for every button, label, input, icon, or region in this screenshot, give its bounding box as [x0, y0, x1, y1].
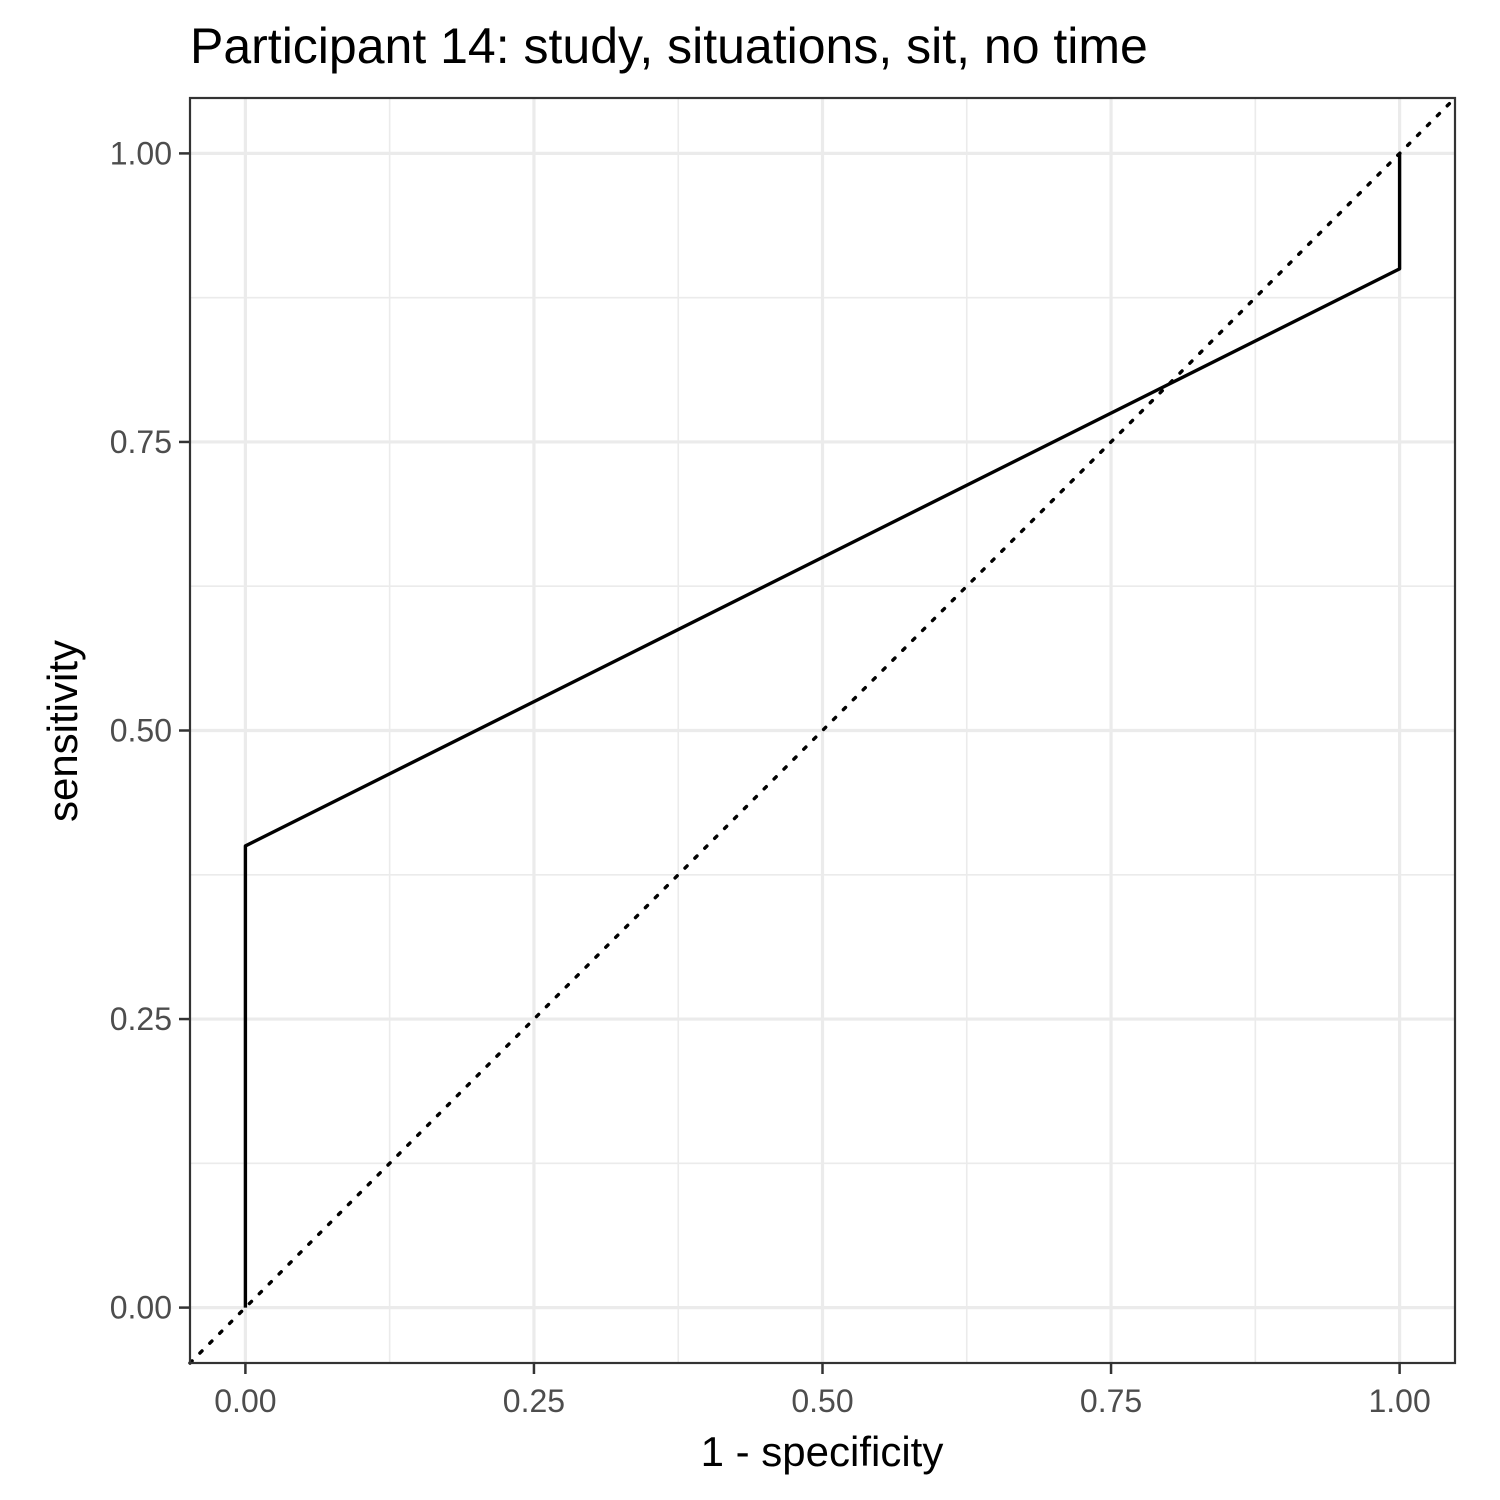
major-gridlines	[190, 98, 1455, 1363]
x-tick-label: 0.25	[503, 1383, 565, 1419]
reference-diagonal-line	[188, 96, 1457, 1365]
chart-title: Participant 14: study, situations, sit, …	[190, 18, 1148, 74]
y-tick-label: 0.00	[110, 1290, 172, 1326]
x-axis-title: 1 - specificity	[701, 1428, 944, 1475]
roc-curve-line	[243, 153, 1402, 1308]
x-tick-label: 1.00	[1368, 1383, 1430, 1419]
y-axis-title: sensitivity	[39, 640, 86, 822]
y-tick-label: 0.25	[110, 1001, 172, 1037]
y-tick-label: 0.75	[110, 424, 172, 460]
x-axis: 0.00 0.25 0.50 0.75 1.00	[214, 1363, 1431, 1419]
x-tick-label: 0.50	[791, 1383, 853, 1419]
y-tick-label: 0.50	[110, 713, 172, 749]
x-tick-label: 0.75	[1080, 1383, 1142, 1419]
y-axis: 0.00 0.25 0.50 0.75 1.00	[110, 135, 190, 1326]
x-tick-label: 0.00	[214, 1383, 276, 1419]
y-tick-label: 1.00	[110, 135, 172, 171]
